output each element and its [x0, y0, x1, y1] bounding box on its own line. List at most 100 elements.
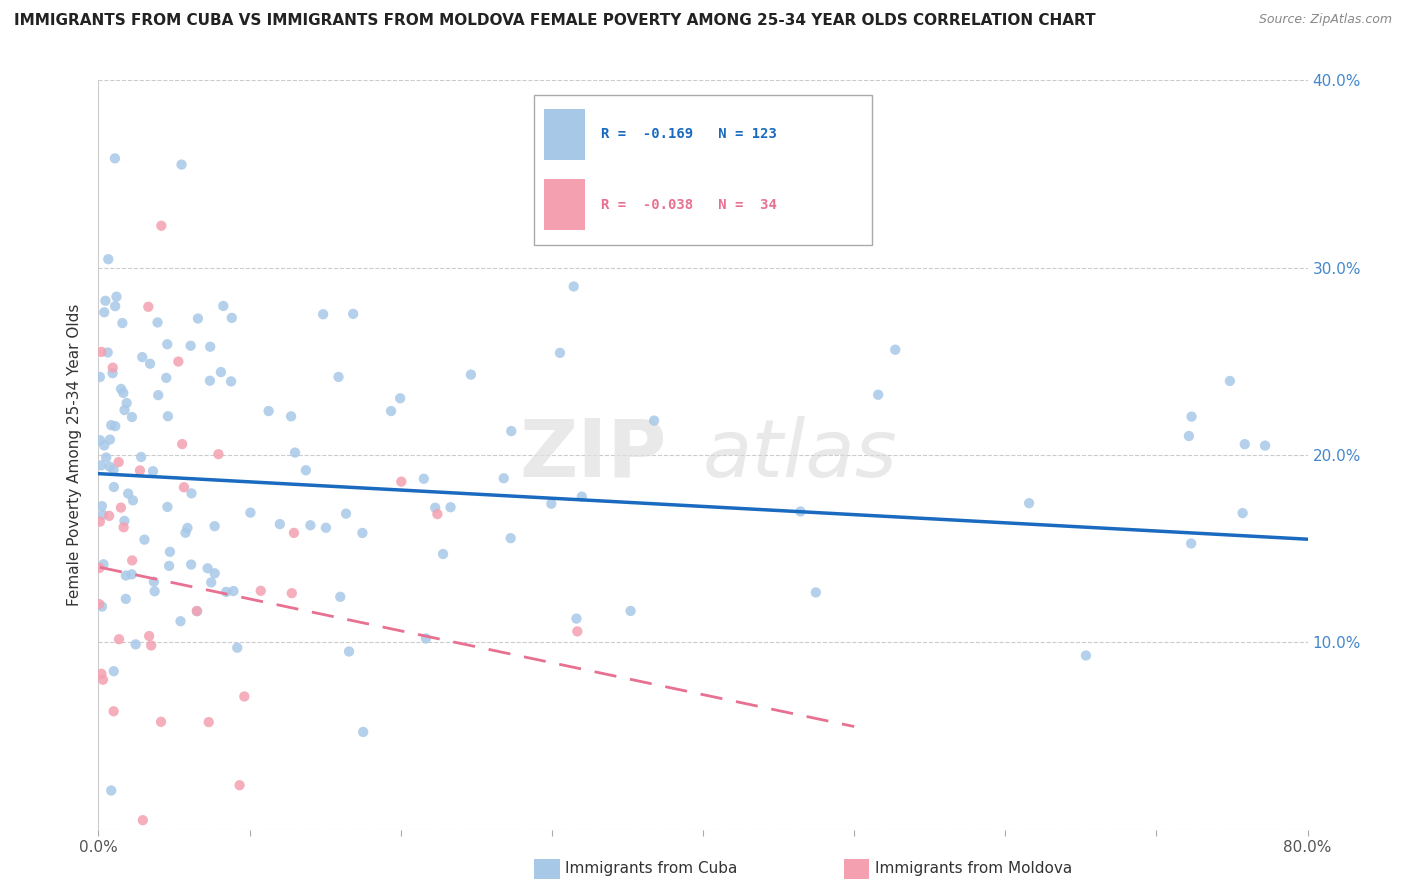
Point [91, 508, 114, 522]
Point [121, 553, 143, 567]
Point [207, 447, 229, 461]
Point [249, 583, 271, 598]
Point [186, 604, 208, 618]
Point [571, 490, 593, 504]
Point [150, 219, 173, 233]
Point [148, 388, 170, 402]
Point [633, 166, 655, 180]
Point [98, 508, 121, 523]
Point [173, 480, 195, 494]
Point [619, 604, 641, 618]
Point [352, 525, 374, 540]
Point [284, 445, 307, 459]
Point [121, 567, 143, 582]
Point [93, 438, 115, 452]
Point [187, 311, 209, 326]
Point [124, 637, 146, 651]
Point [138, 629, 160, 643]
Point [643, 413, 665, 427]
Point [103, 480, 125, 494]
Point [90, 458, 112, 473]
Text: Immigrants from Cuba: Immigrants from Cuba [565, 862, 738, 876]
Point [156, 337, 179, 351]
Point [1232, 506, 1254, 520]
Point [180, 558, 202, 572]
Point [142, 464, 165, 478]
Point [121, 410, 143, 425]
Point [1074, 648, 1097, 663]
Point [97, 345, 120, 359]
Point [280, 409, 302, 424]
Point [215, 585, 238, 599]
Point [804, 585, 827, 599]
Point [169, 614, 191, 628]
Point [89, 597, 111, 611]
Point [105, 290, 128, 304]
Point [132, 814, 155, 828]
Point [492, 471, 515, 485]
Point [100, 418, 122, 433]
Point [89, 370, 111, 384]
Point [352, 725, 374, 739]
Point [228, 778, 250, 792]
Point [226, 640, 249, 655]
Point [562, 279, 585, 293]
Point [115, 396, 138, 410]
Point [565, 612, 588, 626]
Point [415, 632, 437, 646]
Point [281, 586, 304, 600]
Point [91, 673, 114, 687]
Point [337, 644, 360, 658]
Point [540, 497, 562, 511]
Point [501, 424, 523, 438]
Point [257, 404, 280, 418]
Point [156, 409, 179, 424]
Point [1254, 439, 1277, 453]
Point [389, 392, 412, 406]
Text: ZIP: ZIP [519, 416, 666, 494]
Point [89, 515, 111, 529]
Point [159, 545, 181, 559]
Point [233, 690, 256, 704]
Point [197, 715, 219, 730]
Text: atlas: atlas [703, 416, 898, 494]
Point [200, 575, 222, 590]
Point [1180, 536, 1202, 550]
Point [174, 525, 197, 540]
Point [176, 521, 198, 535]
Point [884, 343, 907, 357]
Point [1178, 429, 1201, 443]
Point [198, 374, 221, 388]
Point [104, 152, 127, 166]
Point [412, 472, 434, 486]
Point [1233, 437, 1256, 451]
Point [789, 504, 811, 518]
Point [143, 584, 166, 599]
Point [219, 375, 242, 389]
Text: Immigrants from Moldova: Immigrants from Moldova [875, 862, 1071, 876]
Point [197, 561, 219, 575]
Point [89, 434, 111, 448]
Point [328, 370, 350, 384]
Point [114, 514, 136, 528]
Point [186, 604, 208, 618]
Point [141, 639, 163, 653]
Point [150, 714, 173, 729]
Point [548, 346, 571, 360]
Point [110, 382, 132, 396]
Point [129, 463, 152, 477]
Point [112, 520, 135, 534]
Point [432, 547, 454, 561]
Point [101, 360, 124, 375]
Point [114, 403, 136, 417]
Point [499, 531, 522, 545]
Point [180, 339, 202, 353]
Point [136, 300, 159, 314]
Point [221, 310, 243, 325]
Point [342, 307, 364, 321]
Point [112, 386, 135, 401]
Point [108, 632, 131, 647]
Point [107, 455, 129, 469]
Point [155, 371, 177, 385]
Point [295, 463, 318, 477]
